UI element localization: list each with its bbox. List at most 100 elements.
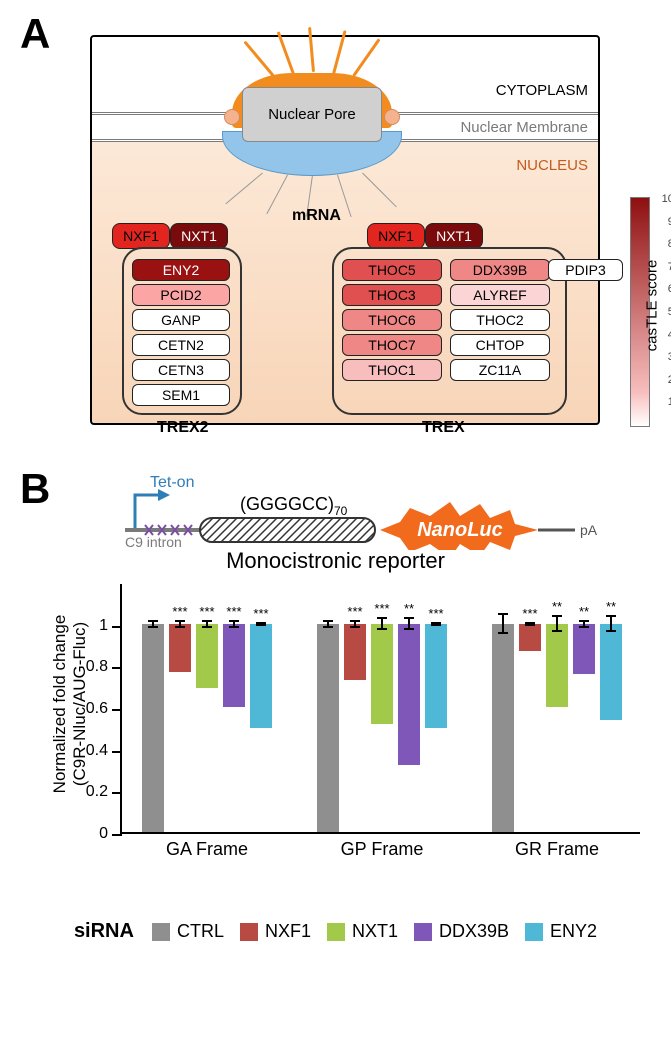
swatch-icon bbox=[152, 923, 170, 941]
panel-a-label: A bbox=[20, 10, 50, 58]
bar-eny2: ** bbox=[600, 624, 622, 720]
error-bar bbox=[610, 615, 612, 632]
reporter-text: NanoLuc bbox=[417, 519, 503, 541]
basket-filament bbox=[266, 175, 288, 214]
bar-nxt1: *** bbox=[196, 624, 218, 689]
x-group-label: GR Frame bbox=[487, 839, 627, 860]
protein-thoc2: THOC2 bbox=[450, 309, 550, 331]
basket-filament bbox=[225, 173, 262, 205]
protein-pcid2: PCID2 bbox=[132, 284, 230, 306]
panel-b-label: B bbox=[20, 465, 50, 513]
trex-col3: PDIP3 bbox=[548, 259, 623, 284]
plot-area: 00.20.40.60.81************GA Frame******… bbox=[120, 584, 640, 834]
bar-nxf1: *** bbox=[519, 624, 541, 651]
ytick-label: 0.6 bbox=[72, 700, 108, 718]
trex2-title: TREX2 bbox=[157, 419, 209, 437]
protein-thoc3: THOC3 bbox=[342, 284, 442, 306]
protein-cetn3: CETN3 bbox=[132, 359, 230, 381]
error-bar bbox=[408, 617, 410, 630]
chart-title: Monocistronic reporter bbox=[10, 548, 661, 574]
protein-cetn2: CETN2 bbox=[132, 334, 230, 356]
significance: *** bbox=[226, 604, 241, 619]
protein-thoc5: THOC5 bbox=[342, 259, 442, 281]
significance: *** bbox=[172, 604, 187, 619]
ytick bbox=[112, 751, 122, 753]
bar-nxf1: *** bbox=[169, 624, 191, 672]
bar-group: *********** bbox=[317, 624, 447, 832]
protein-nxf1: NXF1 bbox=[112, 223, 170, 249]
error-bar bbox=[354, 620, 356, 628]
swatch-icon bbox=[414, 923, 432, 941]
nxf-nxt-block: NXF1NXT1 bbox=[112, 223, 228, 249]
polya-text: pA bbox=[580, 522, 598, 538]
protein-alyref: ALYREF bbox=[450, 284, 550, 306]
pore-ball bbox=[224, 109, 240, 125]
panel-a: A CYTOPLASM Nuclear Membrane NUCLEUS Nuc… bbox=[10, 10, 661, 455]
legend-text: NXF1 bbox=[265, 921, 311, 942]
bar-ddx39b: ** bbox=[398, 624, 420, 766]
significance: ** bbox=[404, 601, 414, 616]
panel-b: B Tet-on C9 intron bbox=[10, 465, 661, 943]
protein-eny2: ENY2 bbox=[132, 259, 230, 281]
legend-item-ctrl: CTRL bbox=[152, 921, 224, 942]
nuclear-pore-group: Nuclear Pore bbox=[192, 37, 432, 207]
protein-chtop: CHTOP bbox=[450, 334, 550, 356]
error-bar bbox=[260, 622, 262, 626]
bar-ctrl bbox=[317, 624, 339, 832]
legend-text: ENY2 bbox=[550, 921, 597, 942]
construct-diagram: Tet-on C9 intron bbox=[120, 475, 620, 550]
error-bar bbox=[179, 620, 181, 628]
tentacle bbox=[243, 41, 274, 77]
ytick bbox=[112, 792, 122, 794]
legend-text: DDX39B bbox=[439, 921, 509, 942]
protein-pdip3: PDIP3 bbox=[548, 259, 623, 281]
tentacle bbox=[352, 38, 380, 77]
ytick-label: 1 bbox=[72, 617, 108, 635]
significance: *** bbox=[522, 606, 537, 621]
legend-item-eny2: ENY2 bbox=[525, 921, 597, 942]
error-bar bbox=[152, 620, 154, 628]
protein-thoc7: THOC7 bbox=[342, 334, 442, 356]
bar-ddx39b: *** bbox=[223, 624, 245, 707]
pore-ball bbox=[384, 109, 400, 125]
nucleus-label: NUCLEUS bbox=[516, 157, 588, 174]
trex-col2: DDX39BALYREFTHOC2CHTOPZC11A bbox=[450, 259, 550, 384]
legend-text: CTRL bbox=[177, 921, 224, 942]
colorbar-ticks: 1009080706050403020100 bbox=[662, 193, 671, 431]
trex2-column: ENY2PCID2GANPCETN2CETN3SEM1 bbox=[132, 259, 232, 409]
ytick bbox=[112, 626, 122, 628]
x-group-label: GA Frame bbox=[137, 839, 277, 860]
significance: ** bbox=[579, 604, 589, 619]
error-bar bbox=[529, 622, 531, 626]
mrna-label: mRNA bbox=[292, 207, 341, 225]
protein-nxf1: NXF1 bbox=[367, 223, 425, 249]
legend-title: siRNA bbox=[74, 920, 134, 943]
ytick-label: 0 bbox=[72, 825, 108, 843]
legend-item-nxf1: NXF1 bbox=[240, 921, 311, 942]
error-bar bbox=[327, 620, 329, 628]
cb-tick: 100 bbox=[662, 193, 671, 205]
promoter-text: Tet-on bbox=[150, 475, 194, 491]
legend-text: NXT1 bbox=[352, 921, 398, 942]
trex-title: TREX bbox=[422, 419, 465, 437]
ytick-label: 0.8 bbox=[72, 658, 108, 676]
ytick bbox=[112, 834, 122, 836]
significance: ** bbox=[606, 599, 616, 614]
protein-ganp: GANP bbox=[132, 309, 230, 331]
protein-thoc6: THOC6 bbox=[342, 309, 442, 331]
tentacle bbox=[277, 31, 295, 74]
error-bar bbox=[583, 620, 585, 628]
protein-nxt1: NXT1 bbox=[425, 223, 483, 249]
repeat-sub: 70 bbox=[334, 504, 348, 518]
significance: *** bbox=[347, 604, 362, 619]
error-bar bbox=[381, 617, 383, 630]
tentacle bbox=[308, 27, 315, 72]
legend: siRNA CTRL NXF1 NXT1 DDX39B ENY2 bbox=[10, 920, 661, 943]
swatch-icon bbox=[525, 923, 543, 941]
bar-nxt1: ** bbox=[546, 624, 568, 707]
bar-nxf1: *** bbox=[344, 624, 366, 680]
bar-chart: Normalized fold change (C9R-Nluc/AUG-Flu… bbox=[60, 574, 661, 884]
legend-item-nxt1: NXT1 bbox=[327, 921, 398, 942]
figure: A CYTOPLASM Nuclear Membrane NUCLEUS Nuc… bbox=[10, 10, 661, 943]
bar-ddx39b: ** bbox=[573, 624, 595, 674]
